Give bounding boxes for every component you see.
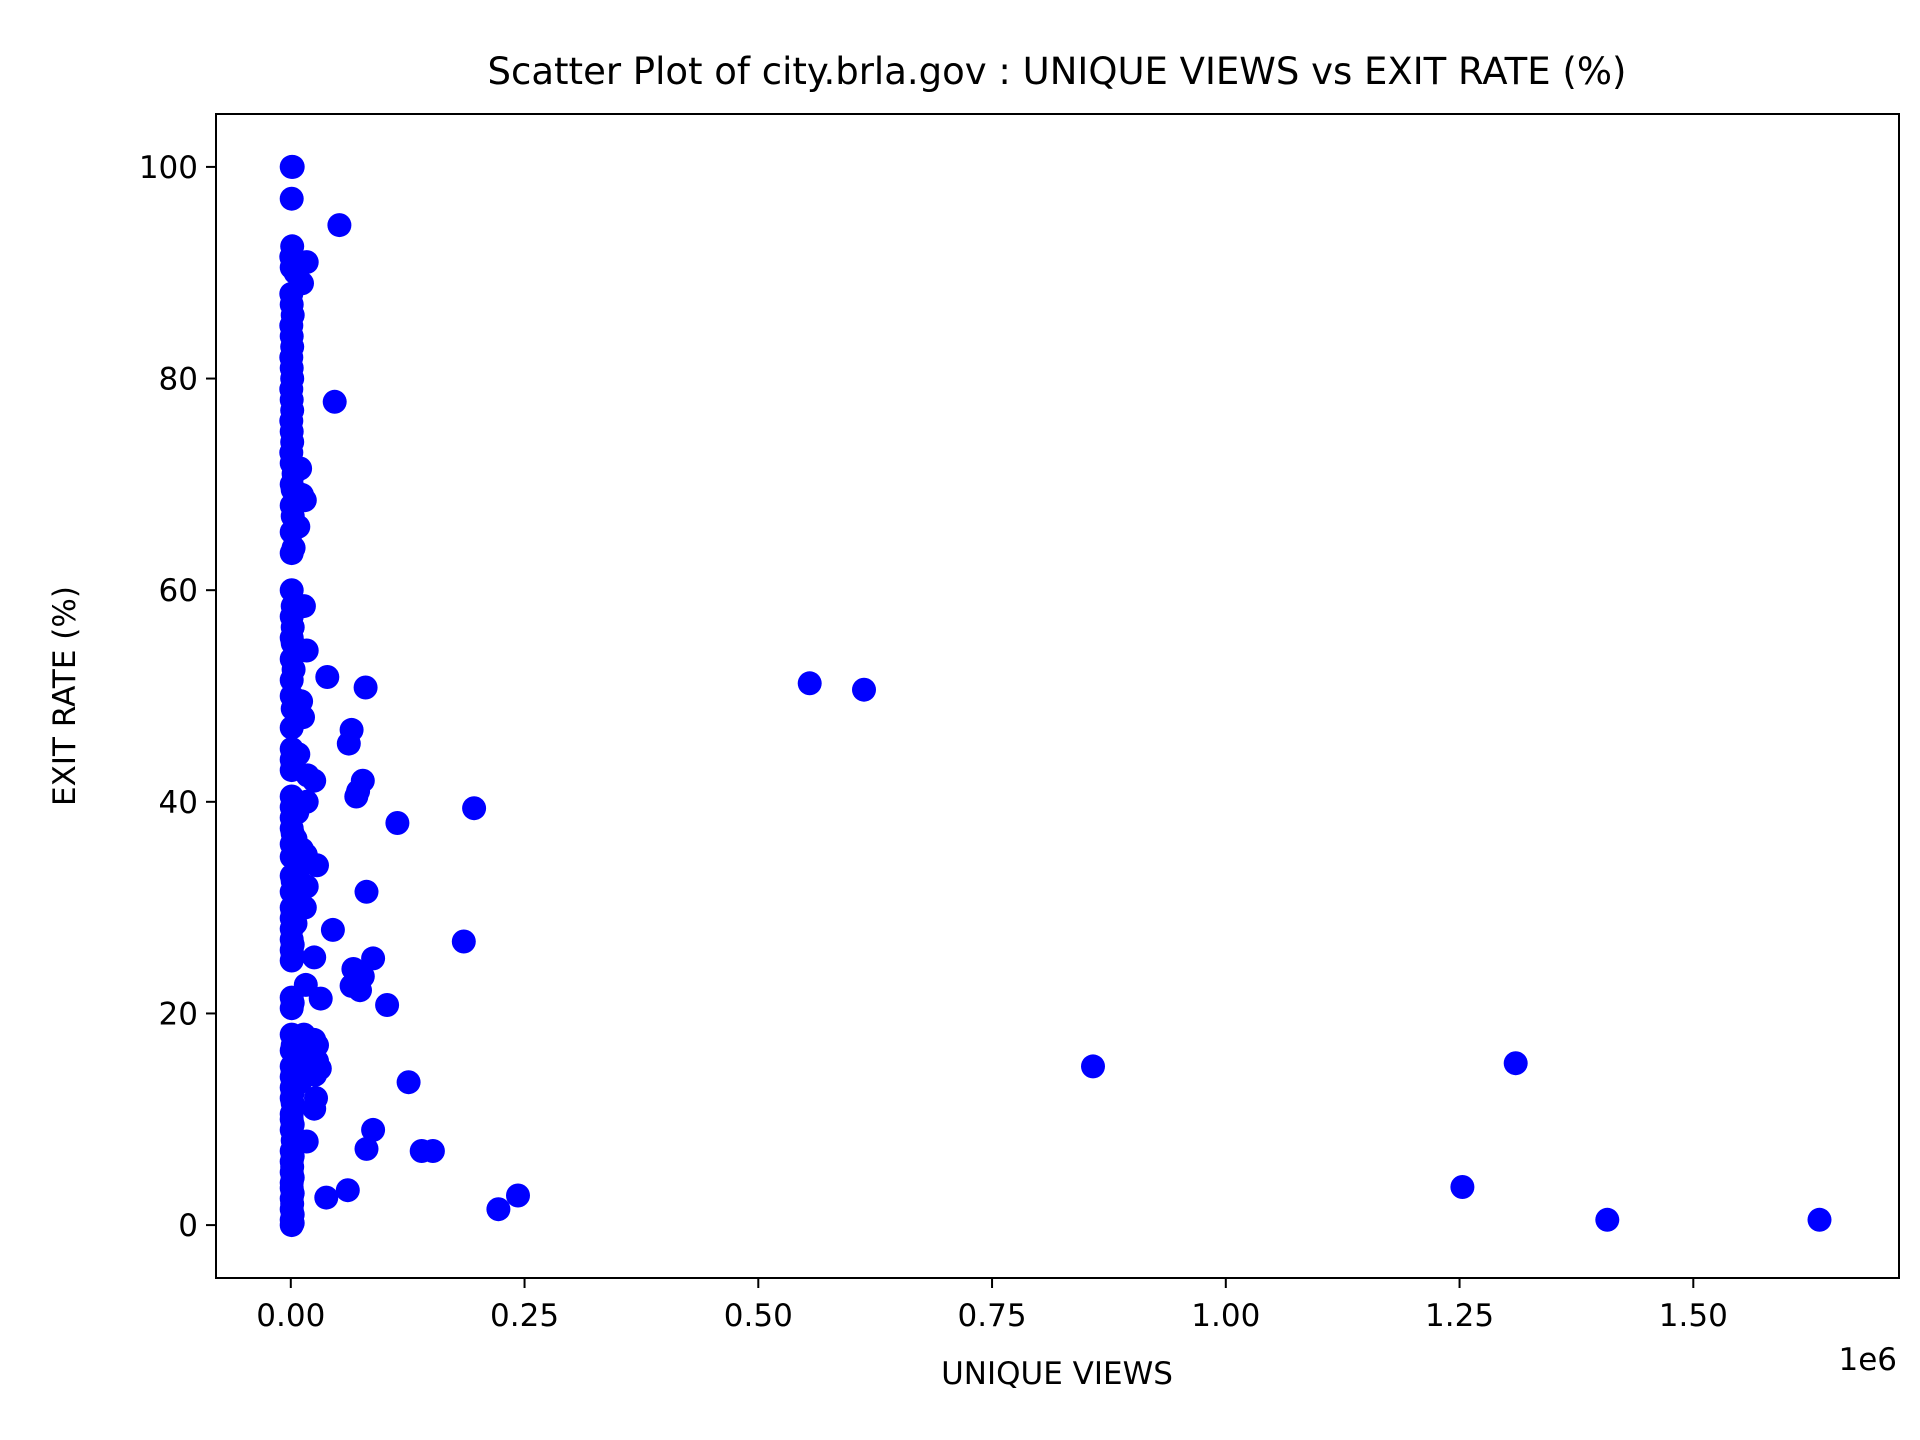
y-tick-label: 0: [178, 1208, 198, 1244]
data-point: [361, 946, 386, 971]
data-point: [302, 768, 327, 793]
data-point: [1081, 1054, 1105, 1079]
data-point: [315, 665, 340, 689]
data-point: [336, 731, 361, 756]
points-layer: [279, 154, 1832, 1238]
data-point: [320, 917, 345, 942]
data-point: [302, 945, 327, 970]
data-point: [348, 978, 372, 1003]
data-point: [420, 1139, 445, 1163]
data-point: [314, 1185, 339, 1210]
y-tick-label: 100: [139, 150, 198, 186]
data-point: [354, 1136, 379, 1161]
x-tick-label: 1.25: [1425, 1298, 1494, 1334]
data-point: [327, 213, 352, 238]
data-point: [354, 879, 379, 904]
y-axis-label: EXIT RATE (%): [47, 586, 83, 806]
data-point: [396, 1070, 421, 1095]
x-tick-label: 1.50: [1659, 1298, 1728, 1334]
data-point: [305, 853, 329, 878]
chart-title: Scatter Plot of city.brla.gov : UNIQUE V…: [488, 50, 1627, 93]
data-point: [280, 154, 305, 179]
x-axis-label: UNIQUE VIEWS: [941, 1356, 1173, 1392]
data-point: [462, 796, 487, 821]
y-tick-label: 20: [159, 996, 198, 1032]
x-axis-ticks: 0.00 0.25 0.50 0.75 1.00 1.25 1.50: [256, 1278, 1728, 1334]
x-tick-label: 0.00: [256, 1298, 325, 1334]
data-point: [335, 1178, 360, 1203]
data-point: [451, 929, 476, 954]
data-point: [279, 1213, 304, 1238]
data-point: [1595, 1207, 1620, 1232]
x-tick-label: 1.00: [1191, 1298, 1260, 1334]
data-point: [486, 1197, 511, 1222]
data-point: [797, 671, 822, 696]
data-point: [353, 675, 378, 700]
y-tick-label: 80: [159, 362, 198, 398]
plot-frame: [215, 113, 1900, 1279]
data-point: [308, 986, 333, 1011]
x-tick-label: 0.50: [724, 1298, 793, 1334]
data-point: [279, 541, 304, 566]
data-point: [344, 784, 369, 809]
x-tick-label: 0.75: [958, 1298, 1027, 1334]
y-tick-label: 40: [159, 785, 198, 821]
x-tick-label: 0.25: [490, 1298, 559, 1334]
data-point: [1503, 1051, 1528, 1076]
data-point: [375, 993, 400, 1017]
data-point: [506, 1183, 530, 1208]
data-point: [294, 250, 319, 275]
y-axis-ticks: 0 20 40 60 80 100: [139, 150, 216, 1244]
x-axis-offset-text: 1e6: [1838, 1342, 1897, 1378]
data-point: [279, 186, 304, 211]
data-point: [279, 948, 304, 973]
data-point: [361, 1117, 386, 1142]
data-point: [322, 389, 347, 414]
data-point: [1807, 1207, 1832, 1232]
y-tick-label: 60: [159, 573, 198, 609]
data-point: [279, 715, 304, 740]
data-point: [1450, 1175, 1475, 1199]
data-point: [302, 1096, 327, 1121]
data-point: [385, 811, 410, 835]
data-point: [279, 996, 304, 1021]
data-point: [852, 677, 876, 702]
